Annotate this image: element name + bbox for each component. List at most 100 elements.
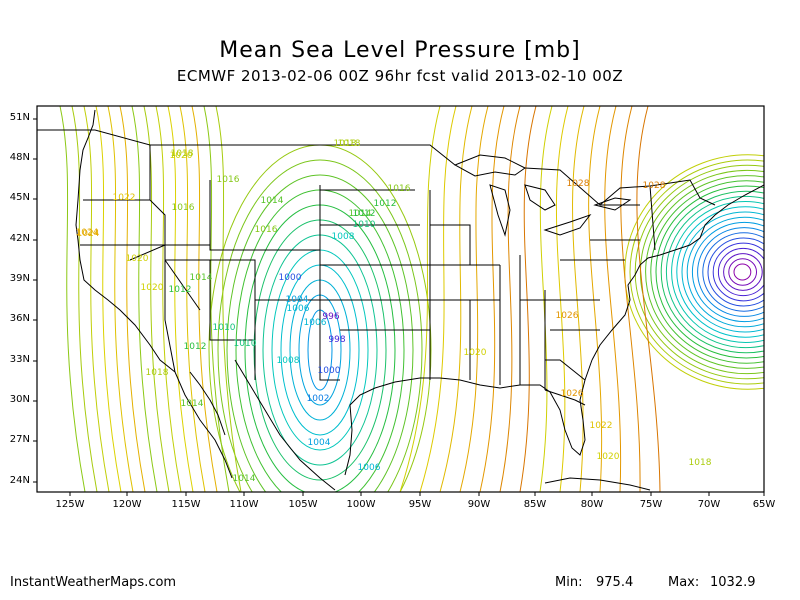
isobar-line xyxy=(712,242,764,302)
isobar-value-label: 1002 xyxy=(307,394,330,404)
isobar-value-label: 1020 xyxy=(141,283,164,293)
isobar-value-label: 1018 xyxy=(338,139,361,149)
isobar-value-label: 1010 xyxy=(213,323,236,333)
isobar-line xyxy=(707,237,764,307)
min-label: Min: xyxy=(555,575,583,590)
isobar-line xyxy=(155,106,182,492)
latitude-label: 27N xyxy=(9,434,30,445)
isobar-value-label: 1014 xyxy=(233,474,256,484)
isobar-line xyxy=(636,106,661,492)
isobar-line xyxy=(681,211,764,333)
isobar-line xyxy=(95,106,122,492)
isobar-value-label: 1020 xyxy=(126,254,149,264)
isobar-value-label: 996 xyxy=(322,312,339,322)
isobar-value-label: 1000 xyxy=(318,366,341,376)
isobar-line xyxy=(253,219,387,481)
longitude-label: 85W xyxy=(523,499,547,510)
isobar-value-label: 1008 xyxy=(277,356,300,366)
isobar-line xyxy=(572,106,585,492)
isobar-value-label: 1004 xyxy=(308,438,331,448)
isobar-line xyxy=(588,106,603,492)
longitude-label: 115W xyxy=(171,499,201,510)
longitude-label: 90W xyxy=(467,499,491,510)
isobar-value-label: 1012 xyxy=(169,285,192,295)
isobar-line xyxy=(143,106,170,492)
longitude-label: 120W xyxy=(112,499,142,510)
isobar-value-label: 1014 xyxy=(349,209,372,219)
latitude-label: 48N xyxy=(9,152,30,163)
isobar-value-label: 1016 xyxy=(388,184,411,194)
latitude-label: 30N xyxy=(9,394,30,405)
longitude-label: 75W xyxy=(639,499,663,510)
isobar-line xyxy=(624,154,764,390)
latitude-label: 24N xyxy=(9,475,30,486)
isobar-value-label: 1018 xyxy=(146,368,169,378)
isobar-line xyxy=(83,106,110,492)
geography-layer xyxy=(37,109,764,491)
isobar-value-label: 998 xyxy=(328,335,345,345)
isobar-line xyxy=(289,279,351,421)
isobar-line xyxy=(226,174,414,492)
max-label: Max: xyxy=(668,575,700,590)
isobar-line xyxy=(728,258,758,286)
isobar-value-label: 1014 xyxy=(261,196,284,206)
isobar-line xyxy=(215,106,242,492)
isobar-line xyxy=(539,106,553,492)
latitude-label: 51N xyxy=(9,112,30,123)
isobar-line xyxy=(399,106,441,492)
isobar-line xyxy=(555,106,569,492)
latitude-label: 39N xyxy=(9,273,30,284)
isobar-value-label: 1026 xyxy=(561,389,584,399)
isobar-line xyxy=(717,247,764,297)
isobar-layer xyxy=(59,106,764,492)
isobar-value-label: 1004 xyxy=(286,295,309,305)
longitude-label: 70W xyxy=(697,499,721,510)
isobar-line xyxy=(235,189,405,492)
isobar-value-label: 1022 xyxy=(590,421,613,431)
latitude-label: 36N xyxy=(9,313,30,324)
isobar-line xyxy=(733,263,752,281)
isobar-value-label: 1016 xyxy=(217,175,240,185)
isobar-line xyxy=(280,264,360,436)
isobar-line xyxy=(620,106,641,492)
latitude-label: 33N xyxy=(9,354,30,365)
isobar-line xyxy=(107,106,134,492)
isobar-line xyxy=(650,180,764,364)
isobar-line xyxy=(71,106,98,492)
map-frame xyxy=(36,105,765,493)
isobar-value-label: 1024 xyxy=(76,228,99,238)
isobar-line xyxy=(671,201,764,343)
isobar-line xyxy=(691,221,764,323)
isobar-line xyxy=(634,164,764,380)
isobar-line xyxy=(203,106,230,492)
isobar-line xyxy=(208,144,432,492)
isobar-line xyxy=(645,175,764,369)
isobar-value-label: 1012 xyxy=(184,342,207,352)
isobar-line xyxy=(639,169,764,375)
isobar-value-label: 1022 xyxy=(113,193,136,203)
map-frame-background xyxy=(37,106,764,492)
isobar-value-label: 1018 xyxy=(334,139,357,149)
isobar-value-label: 1014 xyxy=(181,399,204,409)
isobar-value-label: 1006 xyxy=(287,304,310,314)
latitude-label: 42N xyxy=(9,233,30,244)
isobar-line xyxy=(519,106,537,492)
isobar-line xyxy=(271,249,369,451)
isobar-line xyxy=(131,106,158,492)
longitude-label: 110W xyxy=(229,499,259,510)
isobar-value-label: 1018 xyxy=(689,458,712,468)
isobar-value-label: 1024 xyxy=(77,229,100,239)
isobar-line xyxy=(459,106,489,492)
min-value: 975.4 xyxy=(596,575,634,590)
isobar-line xyxy=(479,106,505,492)
map-subtitle: ECMWF 2013-02-06 00Z 96hr fcst valid 201… xyxy=(176,67,624,85)
isobar-value-label: 1028 xyxy=(643,181,666,191)
isobar-line xyxy=(604,106,622,492)
isobar-value-label: 1018 xyxy=(171,149,194,159)
longitude-label: 100W xyxy=(346,499,376,510)
isobar-value-label: 1016 xyxy=(172,203,195,213)
isobar-line xyxy=(167,106,194,492)
isobar-line xyxy=(217,159,423,492)
longitude-label: 105W xyxy=(288,499,318,510)
